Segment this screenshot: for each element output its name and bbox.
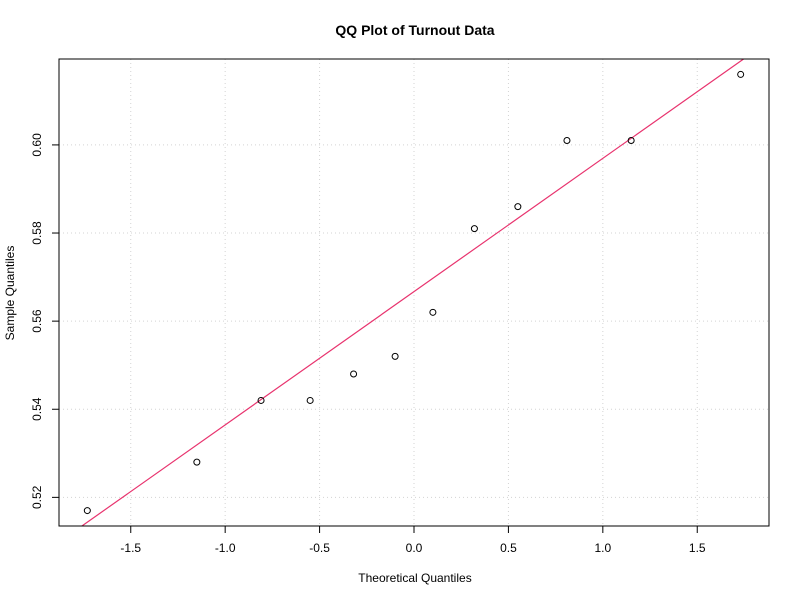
x-tick-label: -1.0 [215, 541, 236, 555]
x-tick-label: -1.5 [120, 541, 141, 555]
data-point [350, 370, 358, 378]
plot-frame [58, 58, 770, 527]
x-tick-label: 1.5 [689, 541, 706, 555]
data-point [391, 352, 399, 360]
chart-title: QQ Plot of Turnout Data [335, 22, 494, 38]
data-point [83, 507, 91, 515]
data-point [737, 70, 745, 78]
y-tick-label: 0.52 [30, 485, 44, 509]
y-tick-label: 0.56 [30, 309, 44, 333]
reference-line-layer [81, 58, 744, 527]
data-point [306, 396, 314, 404]
y-axis-label: Sample Quantiles [3, 246, 17, 341]
x-tick-label: 0.5 [500, 541, 517, 555]
data-point [514, 203, 522, 211]
qq-reference-line [81, 58, 744, 527]
y-tick-label: 0.58 [30, 221, 44, 245]
x-axis-label: Theoretical Quantiles [358, 571, 471, 585]
data-point [627, 137, 635, 145]
data-point [193, 458, 201, 466]
y-tick-label: 0.60 [30, 133, 44, 157]
y-tick-label: 0.54 [30, 397, 44, 421]
data-points [83, 70, 745, 515]
data-point [257, 396, 265, 404]
x-tick-label: 1.0 [594, 541, 611, 555]
x-tick-label: 0.0 [406, 541, 423, 555]
grid-lines [59, 59, 769, 526]
x-tick-label: -0.5 [309, 541, 330, 555]
data-point [563, 137, 571, 145]
data-point [429, 308, 437, 316]
data-point [470, 225, 478, 233]
